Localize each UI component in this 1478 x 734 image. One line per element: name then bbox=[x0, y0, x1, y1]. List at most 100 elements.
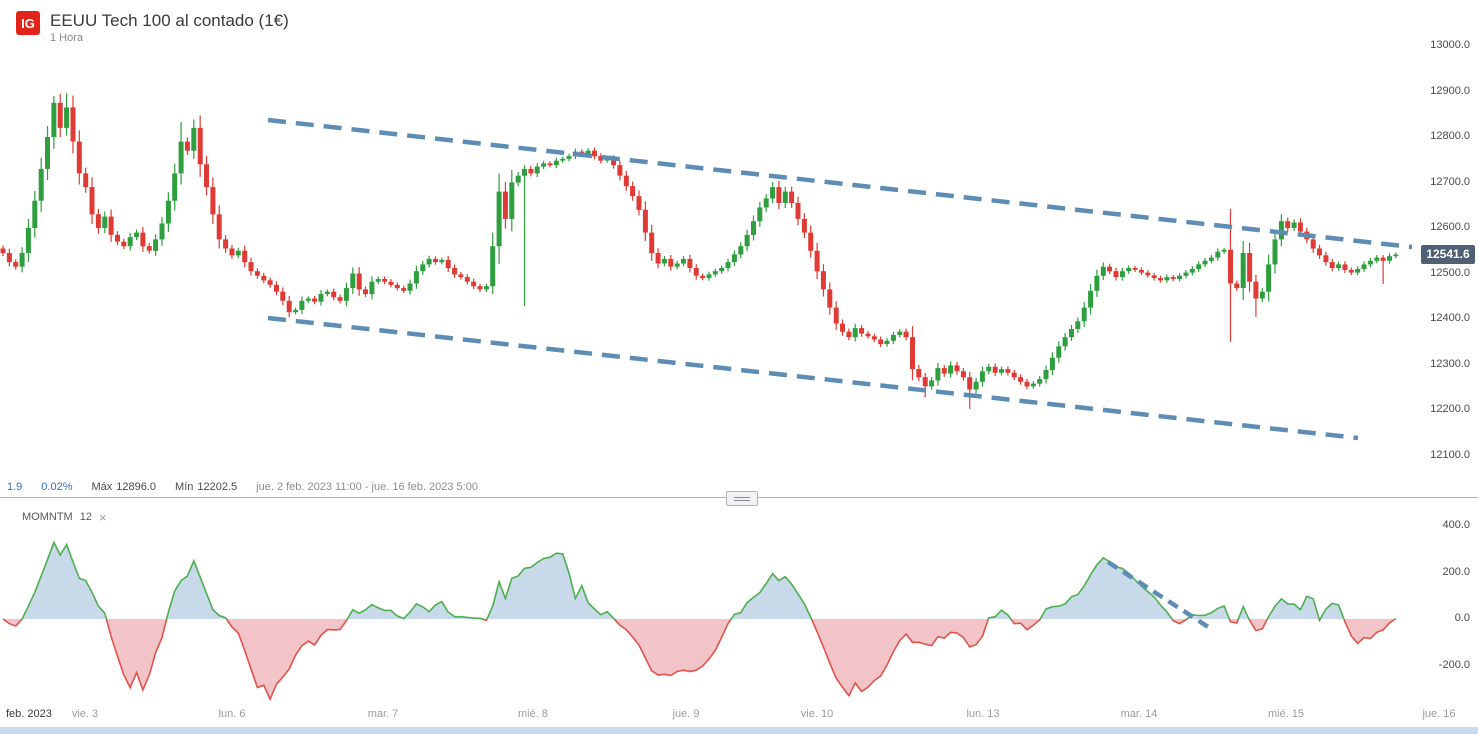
candle-body bbox=[681, 258, 686, 264]
momentum-tick-label: 0.0 bbox=[1454, 612, 1470, 624]
candle-body bbox=[1030, 383, 1036, 387]
time-tick-label: mar. 14 bbox=[1120, 708, 1158, 720]
price-axis[interactable]: 13000.0 12900.0 12800.0 12700.0 12600.0 12500… bbox=[1400, 0, 1478, 734]
candle-body bbox=[1215, 251, 1221, 258]
candle-body bbox=[560, 158, 566, 161]
horizontal-scrollbar[interactable] bbox=[0, 727, 1478, 734]
candle-body bbox=[1024, 381, 1030, 387]
candle-body bbox=[566, 156, 572, 159]
candle-body bbox=[1196, 264, 1202, 269]
candle-body bbox=[833, 307, 839, 324]
candle-body bbox=[254, 271, 260, 276]
candle-body bbox=[922, 377, 928, 387]
candle-body bbox=[859, 328, 865, 334]
candle-body bbox=[655, 253, 661, 264]
candle-body bbox=[992, 366, 998, 373]
momentum-trendline[interactable] bbox=[1106, 560, 1215, 632]
candle-body bbox=[1329, 262, 1335, 268]
panel-divider-handle[interactable] bbox=[726, 491, 758, 506]
candle-body bbox=[388, 281, 394, 285]
candle-body bbox=[496, 191, 502, 247]
candle-body bbox=[1380, 257, 1386, 261]
candle-body bbox=[623, 175, 629, 187]
candle-body bbox=[515, 175, 521, 183]
candle-body bbox=[528, 168, 534, 174]
time-tick-label: jue. 9 bbox=[672, 708, 700, 720]
candle-body bbox=[235, 250, 241, 256]
candle-body bbox=[1374, 257, 1380, 261]
candle-body bbox=[674, 263, 680, 267]
candle-body bbox=[1189, 269, 1195, 273]
candle-body bbox=[445, 259, 451, 269]
candle-body bbox=[960, 371, 966, 378]
candle-body bbox=[6, 253, 12, 263]
candle-body bbox=[286, 300, 292, 313]
candle-body bbox=[178, 141, 184, 174]
candle-body bbox=[261, 275, 267, 281]
candle-body bbox=[1138, 269, 1144, 273]
candle-body bbox=[25, 228, 31, 253]
candle-body bbox=[216, 214, 222, 240]
min-value: 12202.5 bbox=[197, 481, 238, 493]
momentum-tick-label: 400.0 bbox=[1442, 519, 1470, 531]
session-info-bar: 1.9 0.02% Máx 12896.0 Mín 12202.5 jue. 2… bbox=[7, 481, 478, 493]
candle-body bbox=[369, 281, 375, 294]
chart-header: IG EEUU Tech 100 al contado (1€) 1 Hora bbox=[16, 11, 289, 44]
candle-body bbox=[916, 369, 922, 378]
candle-body bbox=[808, 232, 814, 251]
candle-body bbox=[19, 253, 25, 267]
candle-body bbox=[776, 187, 782, 203]
candle-body bbox=[1049, 357, 1055, 370]
price-tick-label: 12800.0 bbox=[1430, 130, 1470, 142]
candle-body bbox=[280, 291, 286, 301]
candle-body bbox=[592, 150, 597, 157]
candle-body bbox=[1367, 260, 1373, 265]
candle-body bbox=[0, 248, 6, 254]
momentum-tick-label: 200.0 bbox=[1442, 565, 1470, 578]
candle-body bbox=[1183, 272, 1189, 276]
candle-body bbox=[343, 288, 349, 301]
candle-body bbox=[706, 274, 712, 278]
candle-body bbox=[744, 234, 750, 247]
candle-body bbox=[553, 160, 559, 166]
candle-body bbox=[337, 297, 343, 301]
candle-body bbox=[979, 371, 985, 382]
time-axis[interactable]: feb. 2023 vie. 3 lun. 6 mar. 7 mié. 8 jue. 9 v… bbox=[0, 708, 1478, 724]
price-tick-label: 12500.0 bbox=[1430, 266, 1470, 279]
price-chart-canvas[interactable] bbox=[0, 0, 1478, 505]
candle-body bbox=[293, 309, 299, 313]
momentum-axis[interactable]: 400.0 200.0 0.0 -200.0 bbox=[1400, 0, 1478, 734]
indicator-close-icon[interactable]: × bbox=[98, 509, 107, 525]
candle-body bbox=[32, 200, 38, 228]
grip-line-icon bbox=[734, 496, 750, 498]
candle-body bbox=[1355, 269, 1361, 273]
upper-channel-trendline[interactable] bbox=[267, 117, 1413, 250]
candle-body bbox=[95, 214, 101, 228]
candle-body bbox=[712, 271, 718, 275]
candle-body bbox=[1342, 264, 1348, 270]
price-tick-label: 12100.0 bbox=[1430, 448, 1470, 461]
candle-body bbox=[433, 258, 438, 263]
candle-body bbox=[13, 262, 19, 267]
candle-body bbox=[1317, 248, 1322, 256]
candle-body bbox=[814, 250, 820, 272]
timeframe-label: 1 Hora bbox=[50, 32, 84, 44]
candle-body bbox=[751, 221, 756, 235]
candle-body bbox=[884, 340, 890, 344]
candle-body bbox=[1151, 275, 1157, 278]
candle-body bbox=[57, 102, 63, 128]
candle-body bbox=[642, 209, 648, 233]
candle-body bbox=[64, 107, 70, 128]
price-tick-label: 12900.0 bbox=[1430, 84, 1470, 97]
momentum-indicator-canvas[interactable] bbox=[0, 505, 1478, 705]
candle-body bbox=[1081, 307, 1087, 322]
candle-body bbox=[471, 281, 477, 287]
date-range-label: jue. 2 feb. 2023 11:00 - jue. 16 feb. 20… bbox=[256, 481, 478, 493]
candle-body bbox=[38, 168, 44, 201]
lower-channel-trendline[interactable] bbox=[267, 315, 1359, 441]
candle-body bbox=[452, 268, 458, 275]
candle-body bbox=[1208, 257, 1214, 261]
candle-body bbox=[172, 173, 178, 201]
candle-body bbox=[973, 381, 979, 390]
candle-body bbox=[630, 186, 636, 197]
